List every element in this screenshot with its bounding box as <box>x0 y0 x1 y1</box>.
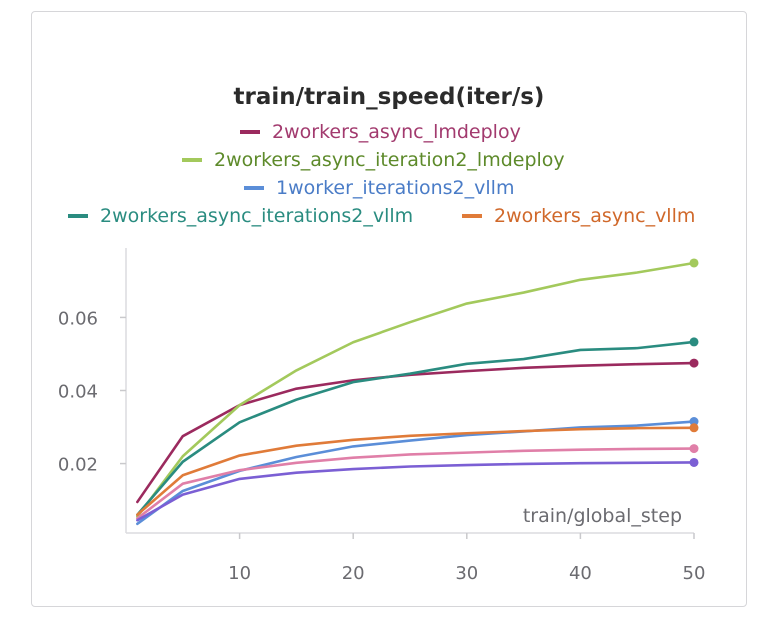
x-tick-label: 10 <box>228 563 251 584</box>
legend-label: 1worker_iterations2_vllm <box>276 177 514 199</box>
x-tick-label: 40 <box>569 563 592 584</box>
series-end-point <box>689 358 699 368</box>
series-end-point <box>689 457 699 467</box>
chart-title: train/train_speed(iter/s) <box>234 84 545 110</box>
x-tick-label: 30 <box>455 563 478 584</box>
legend-label: 2workers_async_vllm <box>494 205 695 227</box>
series-line <box>136 261 696 518</box>
series-end-point <box>689 423 699 433</box>
series-end-point <box>689 417 699 427</box>
y-tick-label: 0.06 <box>58 308 98 329</box>
axes: 10 20 30 40 50 0.02 0.04 0.06 <box>58 248 706 584</box>
x-tick-label: 50 <box>683 563 706 584</box>
legend-label: 2workers_async_iteration2_lmdeploy <box>214 149 565 171</box>
series-group <box>136 258 699 526</box>
series-line <box>136 426 696 517</box>
series-end-point <box>689 337 699 347</box>
x-axis-label: train/global_step <box>523 505 682 527</box>
series-end-point <box>689 258 699 268</box>
series-line <box>136 461 696 522</box>
series-line <box>136 420 696 526</box>
legend-label: 2workers_async_iterations2_vllm <box>100 205 413 227</box>
series-line <box>136 361 696 504</box>
y-tick-label: 0.04 <box>58 382 98 403</box>
series-line <box>136 447 696 520</box>
series-line <box>136 340 696 517</box>
x-tick-label: 20 <box>342 563 365 584</box>
y-tick-label: 0.02 <box>58 455 98 476</box>
legend-label: 2workers_async_lmdeploy <box>272 121 521 143</box>
legend: 2workers_async_lmdeploy 2workers_async_it… <box>68 121 695 227</box>
series-end-point <box>689 444 699 454</box>
